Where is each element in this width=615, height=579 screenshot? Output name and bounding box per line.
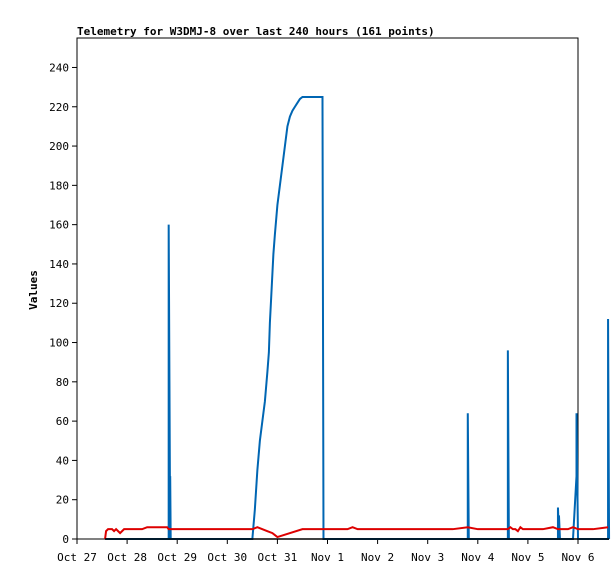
x-tick-label: Nov 2 (361, 551, 394, 564)
y-tick-label: 80 (56, 376, 69, 389)
y-tick-label: 60 (56, 415, 69, 428)
y-tick-label: 220 (49, 101, 69, 114)
chart-title: Telemetry for W3DMJ-8 over last 240 hour… (77, 25, 435, 38)
y-tick-label: 200 (49, 140, 69, 153)
x-tick-label: Nov 4 (461, 551, 494, 564)
y-tick-label: 20 (56, 494, 69, 507)
y-tick-label: 160 (49, 219, 69, 232)
y-tick-label: 100 (49, 337, 69, 350)
x-axis: Oct 27 Oct 28 Oct 29 Oct 30 Oct 31 Nov 1 Nov 2… (57, 539, 595, 564)
x-tick-label: Oct 30 (207, 551, 247, 564)
x-tick-label: Oct 27 (57, 551, 97, 564)
y-tick-label: 120 (49, 297, 69, 310)
x-tick-label: Nov 6 (561, 551, 594, 564)
x-tick-label: Oct 28 (107, 551, 147, 564)
series-group (104, 95, 611, 540)
x-tick-label: Nov 5 (511, 551, 544, 564)
series-line-1 (104, 525, 609, 540)
y-axis: 0 20 40 60 80 100 120 140 160 180 200 220 240 (49, 61, 77, 546)
y-tick-label: 240 (49, 61, 69, 74)
y-tick-label: 140 (49, 258, 69, 271)
x-tick-label: Oct 31 (258, 551, 298, 564)
y-tick-label: 40 (56, 454, 69, 467)
x-tick-label: Nov 1 (311, 551, 344, 564)
y-tick-label: 0 (62, 533, 69, 546)
x-tick-label: Nov 3 (411, 551, 444, 564)
y-tick-label: 180 (49, 179, 69, 192)
y-axis-title: Values (27, 270, 40, 310)
x-tick-label: Oct 29 (157, 551, 197, 564)
